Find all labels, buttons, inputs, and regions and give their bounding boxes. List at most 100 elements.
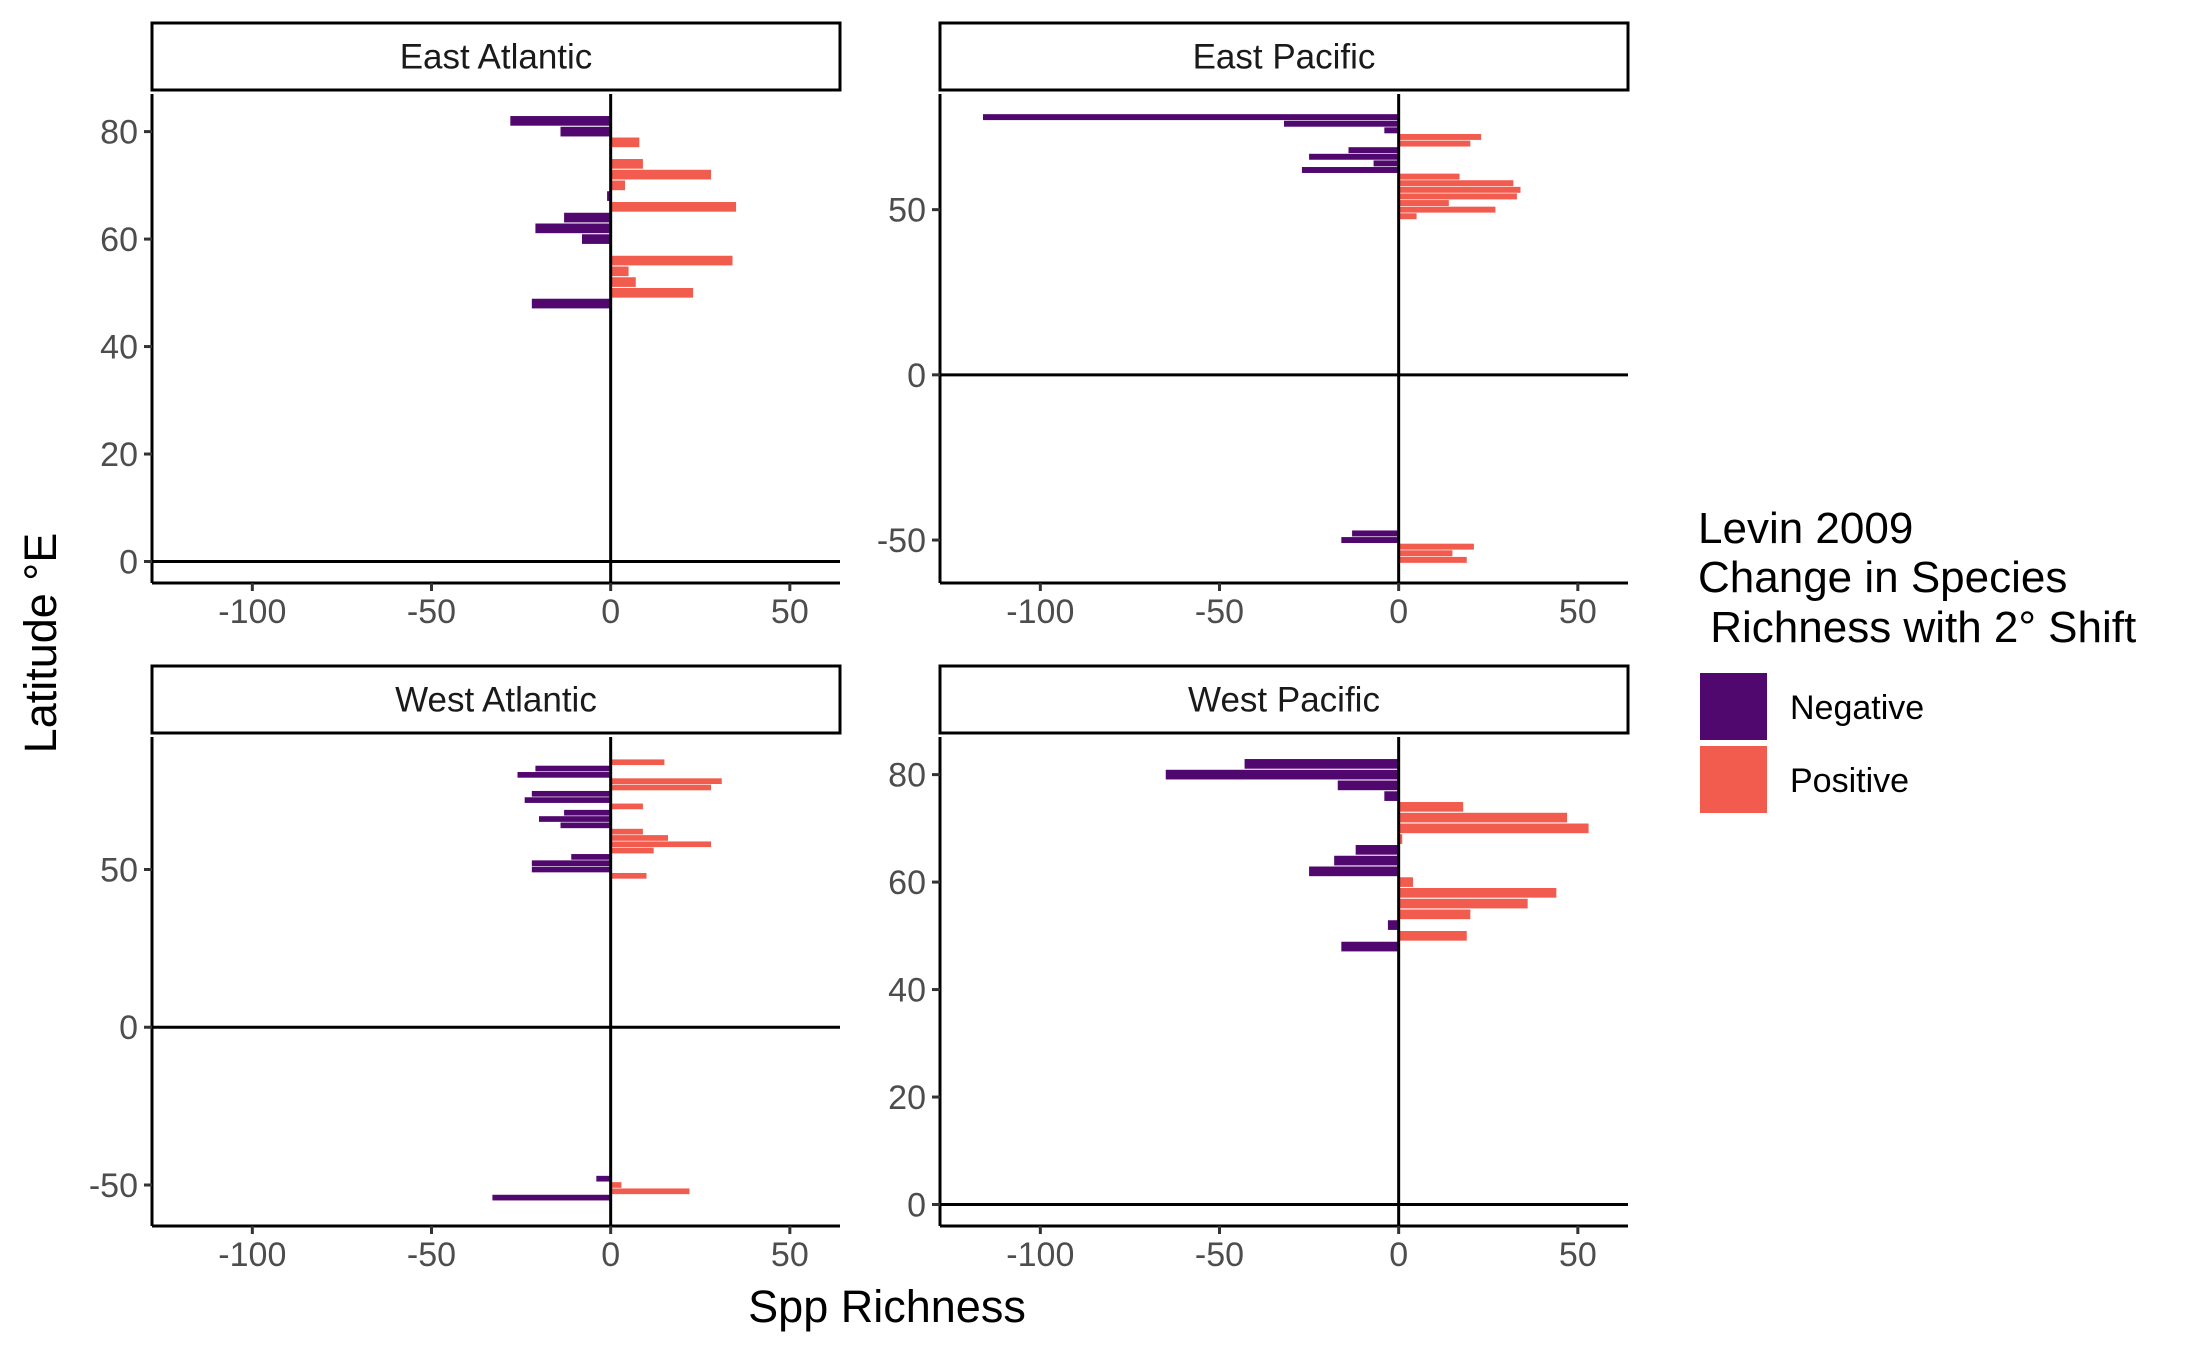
bar-east-pacific-0: [983, 114, 1399, 121]
x-tick-label-west-atlantic-0: 0: [601, 1236, 620, 1274]
y-tick-label-west-atlantic-0: 0: [119, 1009, 138, 1047]
bar-west-atlantic-15: [571, 854, 611, 860]
x-tick-label-west-atlantic-50: 50: [771, 1236, 809, 1274]
bar-west-pacific-1: [1165, 769, 1399, 780]
strip-label-east-pacific: East Pacific: [1193, 38, 1376, 77]
bar-west-pacific-16: [1398, 930, 1467, 941]
y-tick-label-west-pacific-80: 80: [888, 757, 926, 795]
y-tick-label-east-pacific-50: 50: [888, 192, 926, 230]
bar-east-atlantic-5: [610, 180, 625, 191]
bar-east-atlantic-13: [610, 277, 636, 287]
y-tick-label-east-atlantic-60: 60: [100, 221, 138, 259]
bar-west-pacific-15: [1387, 920, 1399, 930]
bar-west-atlantic-16: [531, 860, 611, 867]
y-tick-label-east-pacific-0: 0: [907, 357, 926, 395]
bar-east-atlantic-12: [610, 266, 629, 277]
bar-east-pacific-5: [1348, 147, 1399, 154]
panel-west-pacific: West Pacific 0 20 40 60 80 -100 -50 0 50: [888, 664, 1630, 1274]
bar-west-atlantic-20: [610, 1182, 622, 1188]
x-tick-label-east-atlantic-50: 50: [771, 593, 809, 631]
bar-east-pacific-15: [1398, 213, 1417, 220]
x-tick-label-east-atlantic-0: 0: [601, 593, 620, 631]
bar-east-pacific-12: [1398, 193, 1517, 200]
bar-east-atlantic-14: [610, 287, 694, 298]
y-tick-label-west-pacific-60: 60: [888, 864, 926, 902]
bar-east-pacific-6: [1309, 153, 1399, 160]
y-tick-label-west-pacific-40: 40: [888, 972, 926, 1010]
bar-west-pacific-7: [1398, 834, 1403, 844]
x-tick-label-west-atlantic--100: -100: [218, 1236, 286, 1274]
bar-west-pacific-5: [1398, 812, 1568, 823]
y-tick-label-east-atlantic-0: 0: [119, 544, 138, 582]
y-axis-title: Latitude °E: [15, 533, 66, 754]
legend-title-line-2: Change in Species: [1698, 553, 2067, 602]
bar-west-atlantic-21: [610, 1188, 690, 1195]
bar-west-atlantic-5: [531, 790, 611, 797]
bar-west-pacific-14: [1398, 909, 1471, 920]
bar-east-pacific-19: [1398, 550, 1453, 557]
bar-east-pacific-4: [1398, 140, 1471, 147]
x-tick-label-west-pacific--50: -50: [1195, 1236, 1244, 1274]
bar-east-pacific-7: [1373, 160, 1399, 167]
legend: Levin 2009 Change in Species Richness wi…: [1698, 504, 2136, 813]
bar-west-atlantic-19: [596, 1175, 611, 1182]
legend-title-line-3: Richness with 2° Shift: [1698, 603, 2136, 652]
x-tick-label-east-pacific-50: 50: [1559, 593, 1597, 631]
y-tick-label-east-atlantic-20: 20: [100, 436, 138, 474]
bar-east-pacific-8: [1301, 167, 1399, 173]
bar-west-atlantic-14: [610, 847, 654, 854]
x-tick-label-east-atlantic--50: -50: [407, 593, 456, 631]
bar-west-pacific-8: [1355, 845, 1399, 855]
bar-west-pacific-11: [1398, 877, 1413, 887]
legend-title-line-1: Levin 2009: [1698, 504, 1913, 553]
bar-east-pacific-11: [1398, 186, 1521, 193]
strip-label-west-atlantic: West Atlantic: [395, 681, 597, 720]
bar-west-pacific-10: [1309, 866, 1399, 877]
bar-east-pacific-13: [1398, 200, 1449, 207]
bar-east-pacific-20: [1398, 556, 1467, 563]
bar-west-pacific-12: [1398, 887, 1557, 898]
bar-west-pacific-6: [1398, 823, 1589, 834]
bar-west-atlantic-0: [610, 759, 665, 766]
x-tick-label-east-pacific--100: -100: [1006, 593, 1074, 631]
bar-east-atlantic-2: [610, 137, 640, 148]
bar-west-atlantic-2: [517, 772, 611, 778]
bar-west-atlantic-12: [610, 835, 668, 841]
bar-west-atlantic-1: [535, 765, 611, 772]
bar-west-pacific-0: [1244, 759, 1399, 769]
bar-east-atlantic-15: [531, 298, 611, 309]
bar-east-atlantic-11: [610, 255, 733, 266]
panel-east-atlantic: East Atlantic 0 20 40 60 80 -100 -50 0 50: [100, 21, 842, 631]
bar-west-atlantic-17: [531, 866, 611, 873]
bar-west-atlantic-13: [610, 841, 711, 848]
x-tick-label-west-atlantic--50: -50: [407, 1236, 456, 1274]
legend-key-positive: [1700, 746, 1767, 813]
panel-west-atlantic: West Atlantic -50 0 50 -100 -50 0 50: [89, 664, 842, 1274]
bar-west-pacific-13: [1398, 898, 1528, 909]
bar-west-pacific-9: [1334, 855, 1399, 866]
bar-east-pacific-1: [1284, 120, 1399, 127]
bar-west-atlantic-7: [610, 803, 643, 810]
y-tick-label-east-pacific--50: -50: [877, 522, 926, 560]
x-tick-label-west-pacific-50: 50: [1559, 1236, 1597, 1274]
bar-west-pacific-3: [1384, 791, 1399, 801]
y-tick-label-west-atlantic-50: 50: [100, 852, 138, 890]
bar-west-atlantic-4: [610, 784, 711, 791]
bar-west-pacific-4: [1398, 802, 1464, 812]
bar-east-pacific-14: [1398, 206, 1496, 213]
x-tick-label-west-pacific-0: 0: [1389, 1236, 1408, 1274]
x-tick-label-east-pacific-0: 0: [1389, 593, 1408, 631]
bar-east-pacific-18: [1398, 543, 1474, 550]
bar-east-pacific-3: [1398, 133, 1482, 140]
bar-east-pacific-10: [1398, 180, 1514, 187]
bar-west-atlantic-3: [610, 778, 722, 785]
legend-label-negative: Negative: [1790, 689, 1924, 727]
x-tick-label-east-atlantic--100: -100: [218, 593, 286, 631]
bar-east-atlantic-3: [610, 159, 643, 169]
y-tick-label-east-atlantic-40: 40: [100, 329, 138, 367]
bar-east-pacific-17: [1341, 537, 1399, 544]
y-tick-label-west-pacific-0: 0: [907, 1187, 926, 1225]
bar-east-atlantic-1: [560, 126, 611, 137]
